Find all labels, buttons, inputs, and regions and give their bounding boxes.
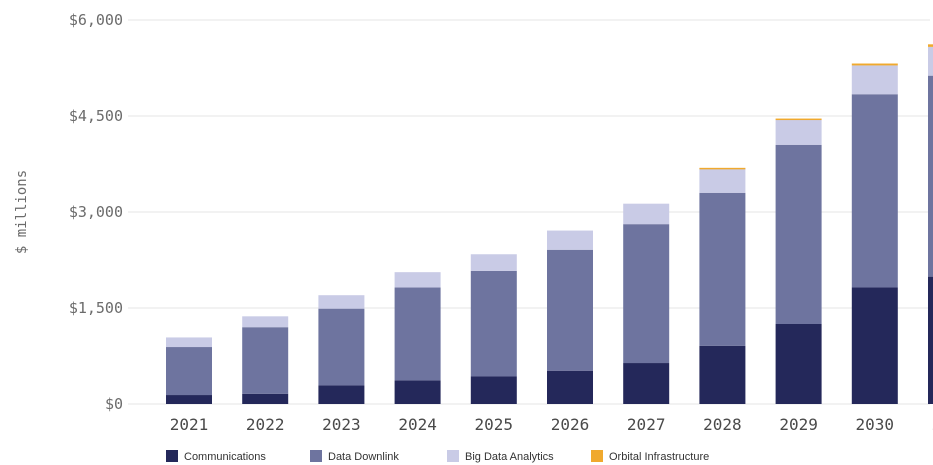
y-tick-label: $4,500 [69, 107, 123, 125]
bar-segment [318, 308, 365, 386]
x-tick-label: 2028 [703, 415, 742, 434]
bar-segment [166, 337, 212, 348]
bar-segment [928, 46, 933, 76]
bar-segment [699, 192, 746, 346]
bar-segment [623, 224, 670, 364]
bar-segment [394, 380, 441, 404]
x-tick-label: 2027 [627, 415, 666, 434]
y-tick-label: $3,000 [69, 203, 123, 221]
legend-item: Big Data Analytics [447, 450, 554, 463]
x-tick-label: 2025 [475, 415, 514, 434]
bar-segment [623, 203, 670, 225]
bar-segment [851, 63, 898, 66]
legend-label: Orbital Infrastructure [609, 451, 709, 463]
bar-segment [470, 270, 517, 377]
legend-swatch [591, 450, 603, 462]
bar-segment [242, 327, 289, 394]
bar-segment [318, 295, 365, 309]
x-tick-label: 2023 [322, 415, 361, 434]
bar-segment [394, 272, 441, 288]
bar-segment [470, 376, 517, 404]
bar-segment [851, 287, 898, 404]
y-tick-label: $0 [105, 395, 123, 413]
bar-segment [166, 395, 212, 404]
legend-swatch [166, 450, 178, 462]
bar-segment [547, 230, 593, 250]
legend-label: Communications [184, 451, 266, 463]
legend-swatch [447, 450, 459, 462]
bar-segment [775, 144, 822, 324]
bar-segment [775, 119, 822, 145]
legend-label: Big Data Analytics [465, 451, 554, 463]
bar-segment [470, 254, 517, 271]
x-tick-label: 2021 [170, 415, 209, 434]
legend-item: Data Downlink [310, 450, 399, 463]
bar-segment [699, 167, 746, 170]
bar-segment [928, 44, 933, 47]
bar-segment [851, 65, 898, 95]
legend-item: Orbital Infrastructure [591, 450, 709, 463]
bar-segment [775, 118, 822, 121]
x-tick-label: 2022 [246, 415, 285, 434]
x-tick-label: 2030 [856, 415, 895, 434]
bar-segment [394, 287, 441, 381]
x-tick-label: 2029 [779, 415, 818, 434]
x-tick-label: 2026 [551, 415, 590, 434]
bar-segment [242, 393, 289, 404]
bar-segment [699, 345, 746, 404]
x-axis-labels: 2021 2022 2023 2024 2025 2026 2027 2028 2029 2030… [170, 415, 933, 434]
bar-segment [242, 316, 289, 328]
bar-segment [699, 168, 746, 193]
y-axis-ticks: $0 $1,500 $3,000 $4,500 $6,000 [69, 11, 123, 413]
bar-segment [775, 324, 822, 404]
x-tick-label: 2024 [398, 415, 437, 434]
bar-segment [166, 347, 212, 396]
bar-segment [928, 276, 933, 404]
bar-segment [547, 370, 593, 404]
y-axis-title: $ millions [14, 170, 30, 254]
y-tick-label: $6,000 [69, 11, 123, 29]
bars [166, 44, 933, 404]
bar-segment [851, 94, 898, 288]
bar-segment [547, 249, 593, 371]
bar-segment [318, 385, 365, 404]
legend-item: Communications [166, 450, 266, 463]
y-tick-label: $1,500 [69, 299, 123, 317]
legend: Communications Data Downlink Big Data Anal… [166, 450, 709, 463]
x-tick-label: 2031 [932, 415, 933, 434]
bar-segment [623, 363, 670, 404]
bar-segment [928, 75, 933, 277]
legend-swatch [310, 450, 322, 462]
legend-label: Data Downlink [328, 451, 399, 463]
